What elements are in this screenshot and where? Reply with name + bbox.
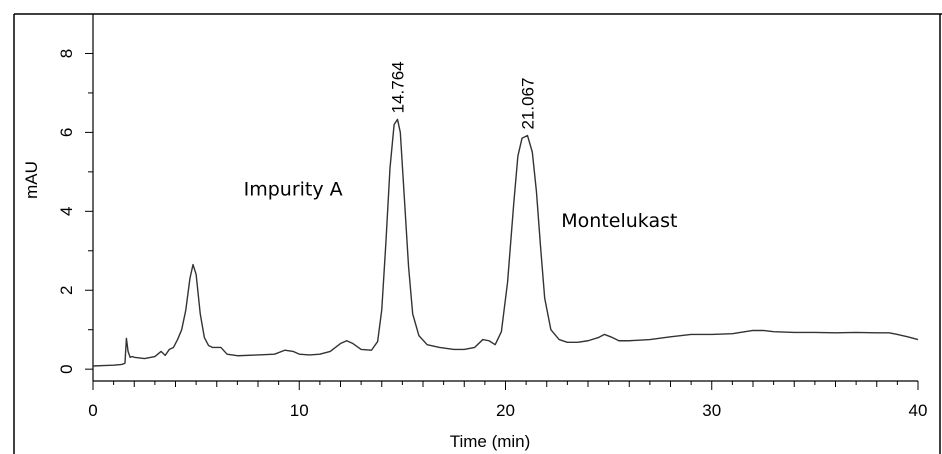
y-tick-label: 6: [57, 128, 76, 137]
x-tick-label: 40: [909, 401, 928, 420]
x-tick-label: 30: [702, 401, 721, 420]
peak-retention-label: 14.764: [389, 61, 408, 113]
y-tick-label: 4: [57, 207, 76, 216]
y-tick-label: 2: [57, 286, 76, 295]
y-axis: 0 2 4 6 8: [57, 14, 94, 381]
chromatogram-trace: [92, 118, 919, 367]
y-tick-label: 0: [57, 364, 76, 373]
x-tick-label: 10: [290, 401, 309, 420]
y-axis-title: mAU: [22, 161, 41, 199]
y-tick-label: 8: [57, 49, 76, 58]
x-tick-label: 0: [88, 401, 97, 420]
peak-retention-label: 21.067: [519, 78, 538, 130]
label-layer: 14.764 21.067 Impurity A Montelukast: [244, 61, 678, 232]
peak-annotation: Impurity A: [244, 179, 343, 201]
x-tick-label: 20: [496, 401, 515, 420]
peak-annotation: Montelukast: [561, 210, 677, 232]
series-layer: [92, 118, 919, 367]
x-axis: 0 10 20 30 40: [88, 380, 928, 420]
x-axis-title: Time (min): [450, 432, 531, 451]
